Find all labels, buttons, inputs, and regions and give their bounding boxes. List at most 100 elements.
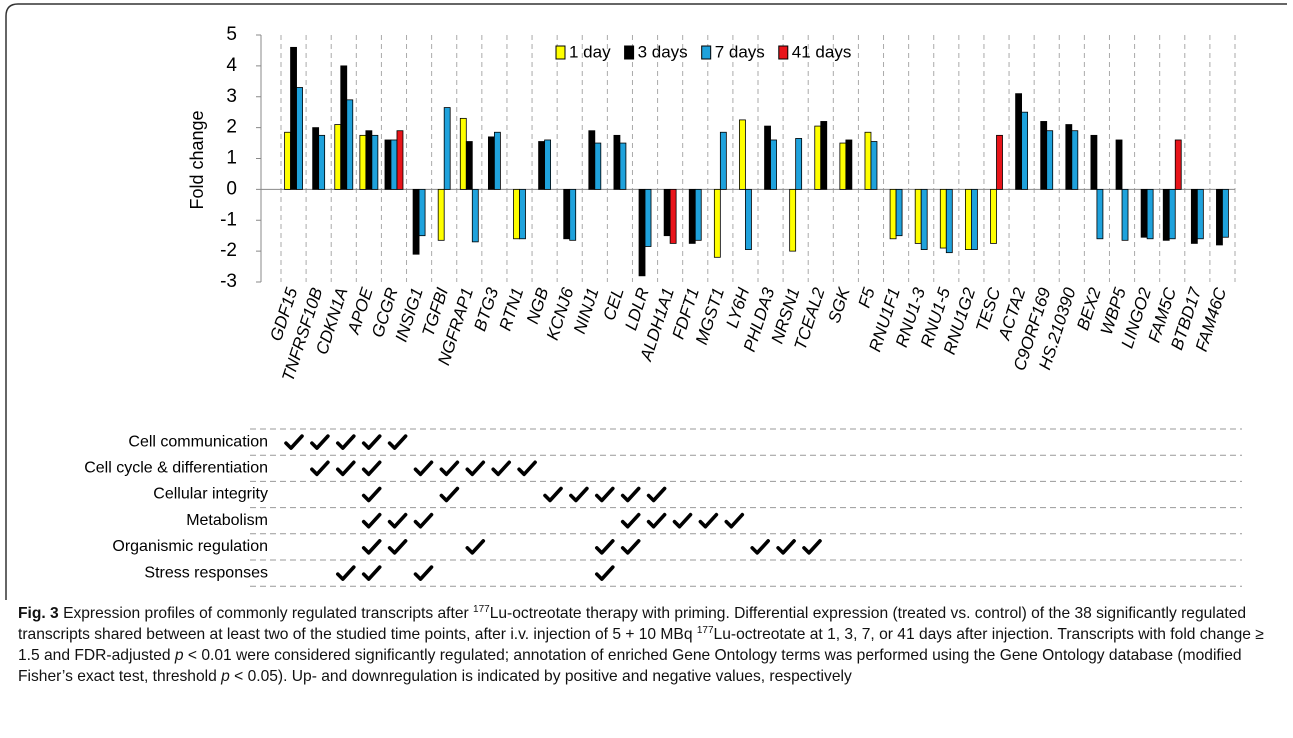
- check-mark: [465, 539, 486, 555]
- check-mark: [387, 434, 408, 450]
- check-mark: [724, 512, 745, 529]
- y-tick-label: 5: [226, 24, 237, 45]
- check-mark: [620, 512, 641, 529]
- check-mark: [336, 565, 356, 581]
- bar: [418, 188, 426, 237]
- legend-swatch: [778, 45, 789, 60]
- bar: [296, 87, 303, 190]
- bar: [318, 134, 326, 190]
- bar: [644, 188, 652, 247]
- check-mark: [336, 434, 356, 450]
- caption: Fig. 3 Expression profiles of commonly r…: [18, 603, 1273, 687]
- bar: [365, 130, 373, 190]
- bar: [795, 138, 803, 190]
- bar: [1140, 188, 1148, 238]
- check-mark: [465, 460, 486, 477]
- legend-swatch: [555, 45, 566, 60]
- bar: [588, 130, 596, 190]
- legend-swatch: [701, 45, 712, 60]
- bar: [1065, 124, 1073, 190]
- check-mark: [361, 512, 382, 529]
- bar: [1071, 130, 1079, 190]
- bar: [1216, 188, 1223, 246]
- go-term: Metabolism: [186, 512, 268, 529]
- y-tick-label: 1: [226, 148, 237, 169]
- check-mark: [569, 486, 589, 503]
- bar: [619, 142, 627, 190]
- bar: [945, 188, 953, 254]
- caption-text: Lu-octreotate at 1, 3, 7, or 41 days aft…: [18, 626, 1264, 664]
- bar: [970, 188, 978, 250]
- check-mark: [387, 539, 408, 555]
- bar: [745, 188, 752, 250]
- bar: [569, 188, 577, 241]
- caption-sup: 177: [696, 625, 714, 636]
- bar: [688, 188, 696, 244]
- go-term: Cell cycle & differentiation: [84, 460, 268, 477]
- bar: [519, 188, 526, 240]
- bar: [412, 188, 420, 255]
- bar: [964, 188, 972, 250]
- go-term: Organismic regulation: [112, 538, 268, 555]
- check-mark: [439, 486, 460, 503]
- check-mark: [750, 539, 770, 555]
- check-mark: [387, 512, 408, 529]
- y-tick-label: 4: [226, 55, 237, 76]
- bar: [694, 188, 702, 241]
- check-mark: [543, 486, 563, 503]
- check-mark: [646, 512, 667, 529]
- caption-italic: p: [221, 668, 230, 685]
- bar: [814, 125, 822, 190]
- bar: [359, 134, 367, 190]
- bar: [713, 188, 721, 258]
- bar: [739, 119, 746, 190]
- check-mark: [439, 460, 460, 477]
- check-mark: [620, 539, 641, 555]
- bar: [1121, 188, 1129, 241]
- bar: [864, 131, 872, 190]
- bar: [920, 188, 928, 250]
- caption-text: < 0.05). Up- and downregulation is indic…: [229, 668, 852, 685]
- check-mark: [620, 486, 641, 503]
- legend-label: 1 day: [569, 42, 611, 61]
- check-mark: [595, 539, 615, 555]
- check-mark: [776, 539, 796, 555]
- bar: [1222, 188, 1229, 238]
- y-tick-label: -3: [220, 271, 237, 292]
- bar: [493, 131, 501, 190]
- bar: [1190, 188, 1198, 244]
- bar: [594, 142, 602, 190]
- bar: [459, 117, 467, 190]
- bar: [719, 131, 727, 190]
- bar: [390, 139, 398, 190]
- caption-text: Lu-octreotate therapy with priming. Diff…: [18, 605, 1247, 643]
- x-tick-label: F5: [855, 285, 879, 310]
- bar: [845, 139, 853, 190]
- check-mark: [595, 565, 615, 581]
- caption-italic: p: [174, 647, 184, 664]
- bar: [789, 188, 797, 252]
- y-tick-label: 3: [226, 86, 237, 107]
- bar: [371, 134, 379, 190]
- check-mark: [310, 460, 330, 477]
- check-mark: [413, 460, 434, 477]
- y-tick-label: 2: [226, 117, 237, 138]
- bar: [1146, 188, 1154, 240]
- bar: [939, 188, 947, 249]
- bar: [437, 188, 445, 241]
- check-mark: [361, 460, 382, 477]
- check-mark: [310, 434, 330, 450]
- bar: [563, 188, 571, 240]
- legend-label: 7 days: [715, 42, 765, 61]
- caption-text: Expression profiles of commonly regulate…: [58, 605, 474, 622]
- bar: [312, 127, 320, 190]
- bar: [770, 139, 777, 190]
- check-mark: [672, 512, 693, 529]
- bar: [346, 99, 354, 190]
- x-tick-label: SGK: [825, 285, 854, 326]
- bar: [895, 188, 903, 237]
- bar: [334, 124, 342, 190]
- figure: Fold change -3-2-1012345GDF15TNFRSF10BCD…: [5, 3, 1287, 600]
- bar: [996, 134, 1003, 190]
